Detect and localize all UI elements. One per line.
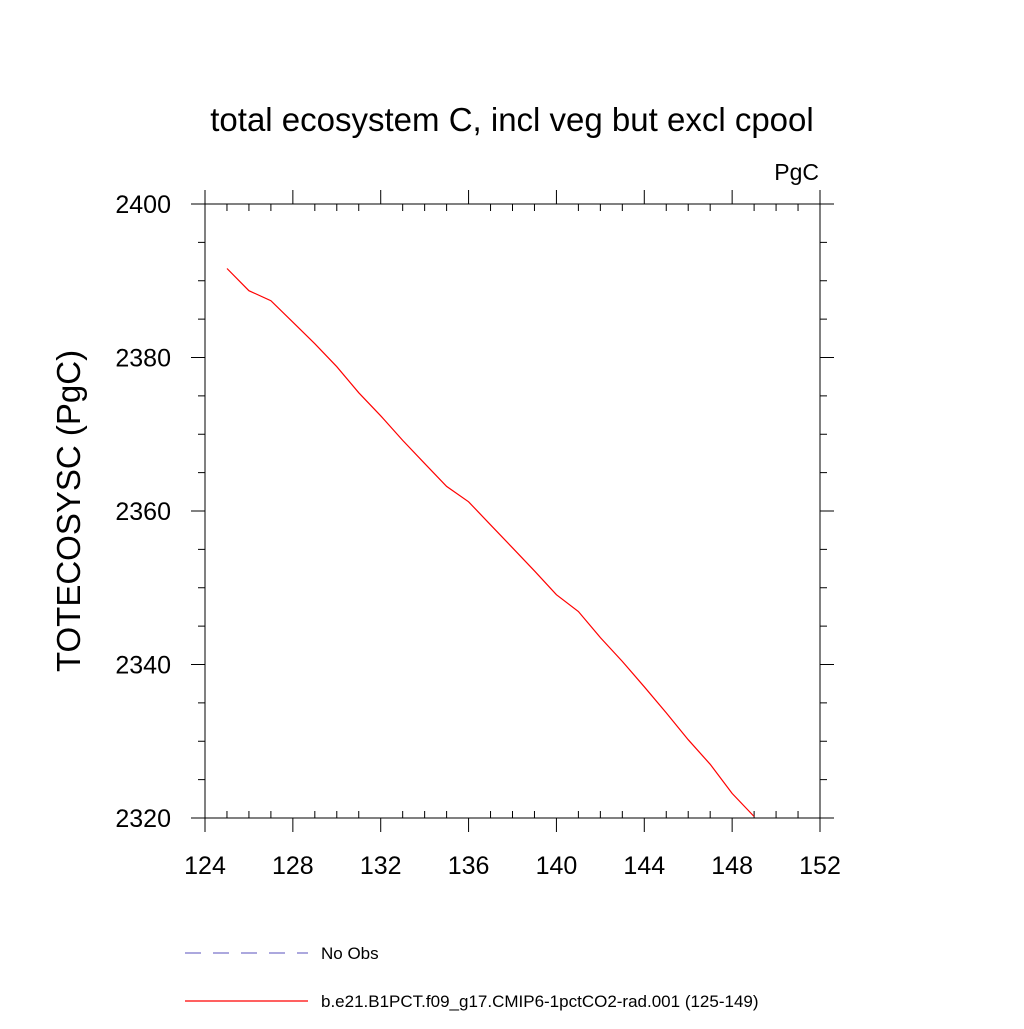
legend-label: b.e21.B1PCT.f09_g17.CMIP6-1pctCO2-rad.00… (321, 992, 759, 1011)
chart-title: total ecosystem C, incl veg but excl cpo… (210, 101, 813, 138)
y-tick-label: 2360 (115, 498, 171, 526)
y-axis-label: TOTECOSYSC (PgC) (50, 350, 87, 672)
y-tick-label: 2380 (115, 345, 171, 373)
axis-tick-labels: 124 128 132 136 140 144 148 152 2320 2340 2360 2380… (115, 191, 840, 880)
y-tick-label: 2340 (115, 652, 171, 680)
axis-ticks (191, 190, 834, 832)
x-tick-label: 124 (184, 852, 226, 880)
x-tick-label: 132 (360, 852, 402, 880)
units-label: PgC (774, 159, 819, 185)
series-layer (226, 268, 755, 817)
legend: No Obs b.e21.B1PCT.f09_g17.CMIP6-1pctCO2-… (185, 944, 759, 1011)
x-tick-label: 128 (272, 852, 314, 880)
legend-label: No Obs (321, 944, 379, 963)
y-tick-label: 2320 (115, 805, 171, 833)
x-tick-label: 144 (623, 852, 665, 880)
x-tick-label: 152 (799, 852, 841, 880)
plot-frame (204, 203, 821, 819)
series-line (226, 268, 755, 817)
y-tick-label: 2400 (115, 191, 171, 219)
x-tick-label: 136 (448, 852, 490, 880)
plot-border (204, 203, 821, 819)
x-tick-label: 148 (711, 852, 753, 880)
x-tick-label: 140 (536, 852, 578, 880)
